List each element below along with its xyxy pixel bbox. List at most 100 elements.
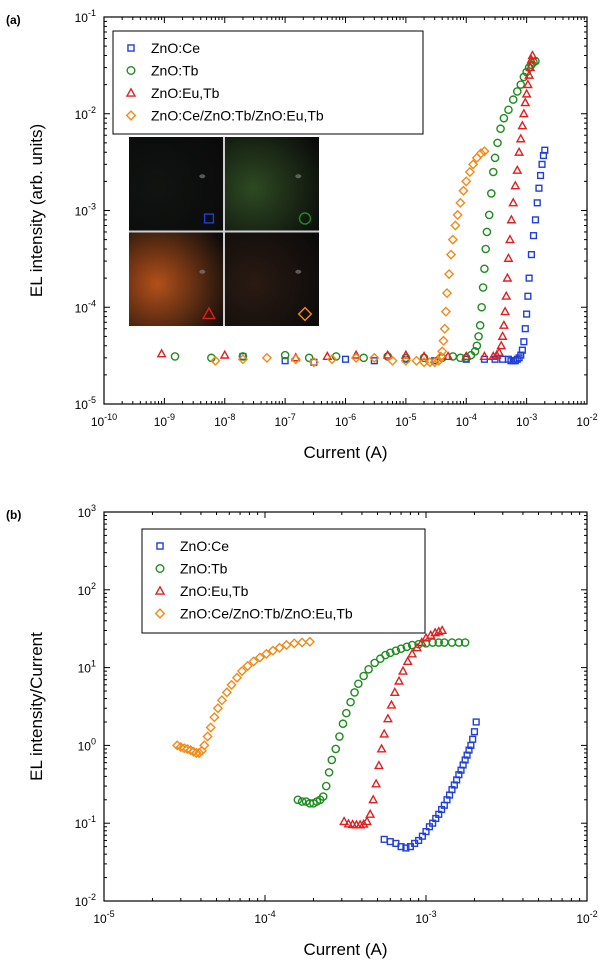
x-tick-label-base: 10 (415, 912, 429, 926)
data-point (242, 660, 253, 672)
data-point (518, 346, 526, 354)
data-point (479, 146, 490, 157)
legend-marker (154, 585, 166, 595)
legend: ZnO:Ce ZnO:Tb ZnO:Eu,Tb ZnO:Ce/ZnO:Tb/ZnO:E… (141, 528, 426, 634)
data-point (437, 625, 448, 635)
plot-frame (103, 511, 588, 902)
y-axis-title: EL intensity/Current (27, 632, 46, 781)
data-point (455, 197, 466, 208)
data-point (231, 672, 243, 683)
inset-probe-tip (295, 174, 302, 179)
x-tick-label: 10-5 (395, 412, 416, 429)
data-point (239, 352, 247, 361)
data-point (464, 166, 476, 178)
data-point (254, 652, 266, 663)
data-point (484, 210, 494, 220)
y-tick-label: 10-3 (75, 202, 96, 219)
legend-marker (125, 110, 137, 121)
data-point (327, 755, 337, 765)
legend-label: ZnO:Tb (180, 561, 228, 577)
y-tick-label: 10-2 (75, 892, 96, 909)
x-tick-label-base: 10 (254, 912, 268, 926)
data-point (339, 816, 350, 826)
data-point (501, 290, 512, 300)
data-point (261, 648, 272, 660)
data-point (188, 746, 199, 757)
data-point (428, 638, 437, 647)
legend-label: ZnO:Eu,Tb (151, 85, 220, 101)
x-tick-label: 10-7 (274, 412, 295, 429)
inset-cell (225, 232, 319, 326)
x-axis-title: Current (A) (303, 443, 387, 462)
data-point (281, 357, 289, 365)
data-point (500, 306, 511, 316)
data-point (512, 87, 522, 96)
data-point (481, 244, 491, 254)
data-point (463, 751, 471, 759)
data-point (494, 347, 505, 357)
inset-marker (202, 306, 216, 320)
data-point (498, 319, 509, 329)
data-point (472, 341, 482, 351)
x-tick-label-exp: -8 (227, 412, 235, 422)
data-point (289, 638, 300, 649)
data-point (434, 638, 444, 647)
data-point (202, 731, 213, 742)
y-tick-label: 101 (78, 659, 96, 676)
data-point (525, 62, 536, 72)
data-point (221, 687, 233, 698)
data-point (326, 354, 338, 365)
data-point (354, 679, 363, 689)
data-point (371, 778, 382, 788)
data-point (440, 306, 452, 317)
y-tick-label: 10-5 (75, 395, 96, 412)
y-tick-label-base: 10 (75, 11, 89, 25)
data-point (502, 272, 513, 282)
y-tick-label-exp: 2 (91, 581, 96, 591)
data-point (368, 794, 379, 804)
data-point (488, 167, 498, 177)
data-point (525, 274, 533, 282)
series-diamond (172, 636, 316, 759)
y-tick-label-base: 10 (78, 584, 92, 598)
data-point (496, 340, 507, 350)
data-point (517, 120, 528, 130)
data-point (351, 349, 362, 359)
x-tick-label-base: 10 (154, 415, 168, 429)
data-point (236, 666, 248, 677)
y-tick-label-exp: -5 (88, 395, 96, 405)
data-point (394, 675, 405, 685)
data-point (433, 626, 444, 636)
x-tick-label-exp: -10 (104, 412, 117, 422)
y-tick-label-exp: 3 (91, 503, 96, 513)
data-point (520, 97, 531, 107)
x-tick-label-base: 10 (576, 415, 590, 429)
y-tick-label-base: 10 (78, 506, 92, 520)
data-point (508, 197, 519, 207)
legend: ZnO:Ce ZnO:Tb ZnO:Eu,Tb ZnO:Ce/ZnO:Tb/ZnO:E… (112, 30, 424, 135)
data-point (205, 722, 216, 733)
data-point (170, 352, 180, 361)
x-tick-label: 10-8 (214, 412, 235, 429)
data-point (435, 351, 447, 362)
data-point (369, 352, 380, 363)
data-point (179, 743, 190, 754)
data-point (503, 252, 514, 262)
data-point (497, 330, 508, 340)
data-point (521, 88, 532, 98)
data-point (310, 358, 318, 366)
data-point (475, 148, 487, 159)
data-point (296, 637, 308, 648)
data-point (460, 638, 470, 647)
data-point (536, 171, 545, 180)
data-point (304, 353, 314, 363)
data-point (397, 843, 405, 851)
data-point (499, 113, 509, 123)
data-point (487, 189, 496, 198)
x-tick-label: 10-4 (456, 412, 477, 429)
y-tick-label-base: 10 (75, 895, 89, 909)
x-tick-label-exp: -6 (348, 412, 356, 422)
y-tick-label: 10-2 (75, 105, 96, 122)
data-point (398, 665, 408, 675)
y-tick-label-base: 10 (75, 301, 89, 315)
